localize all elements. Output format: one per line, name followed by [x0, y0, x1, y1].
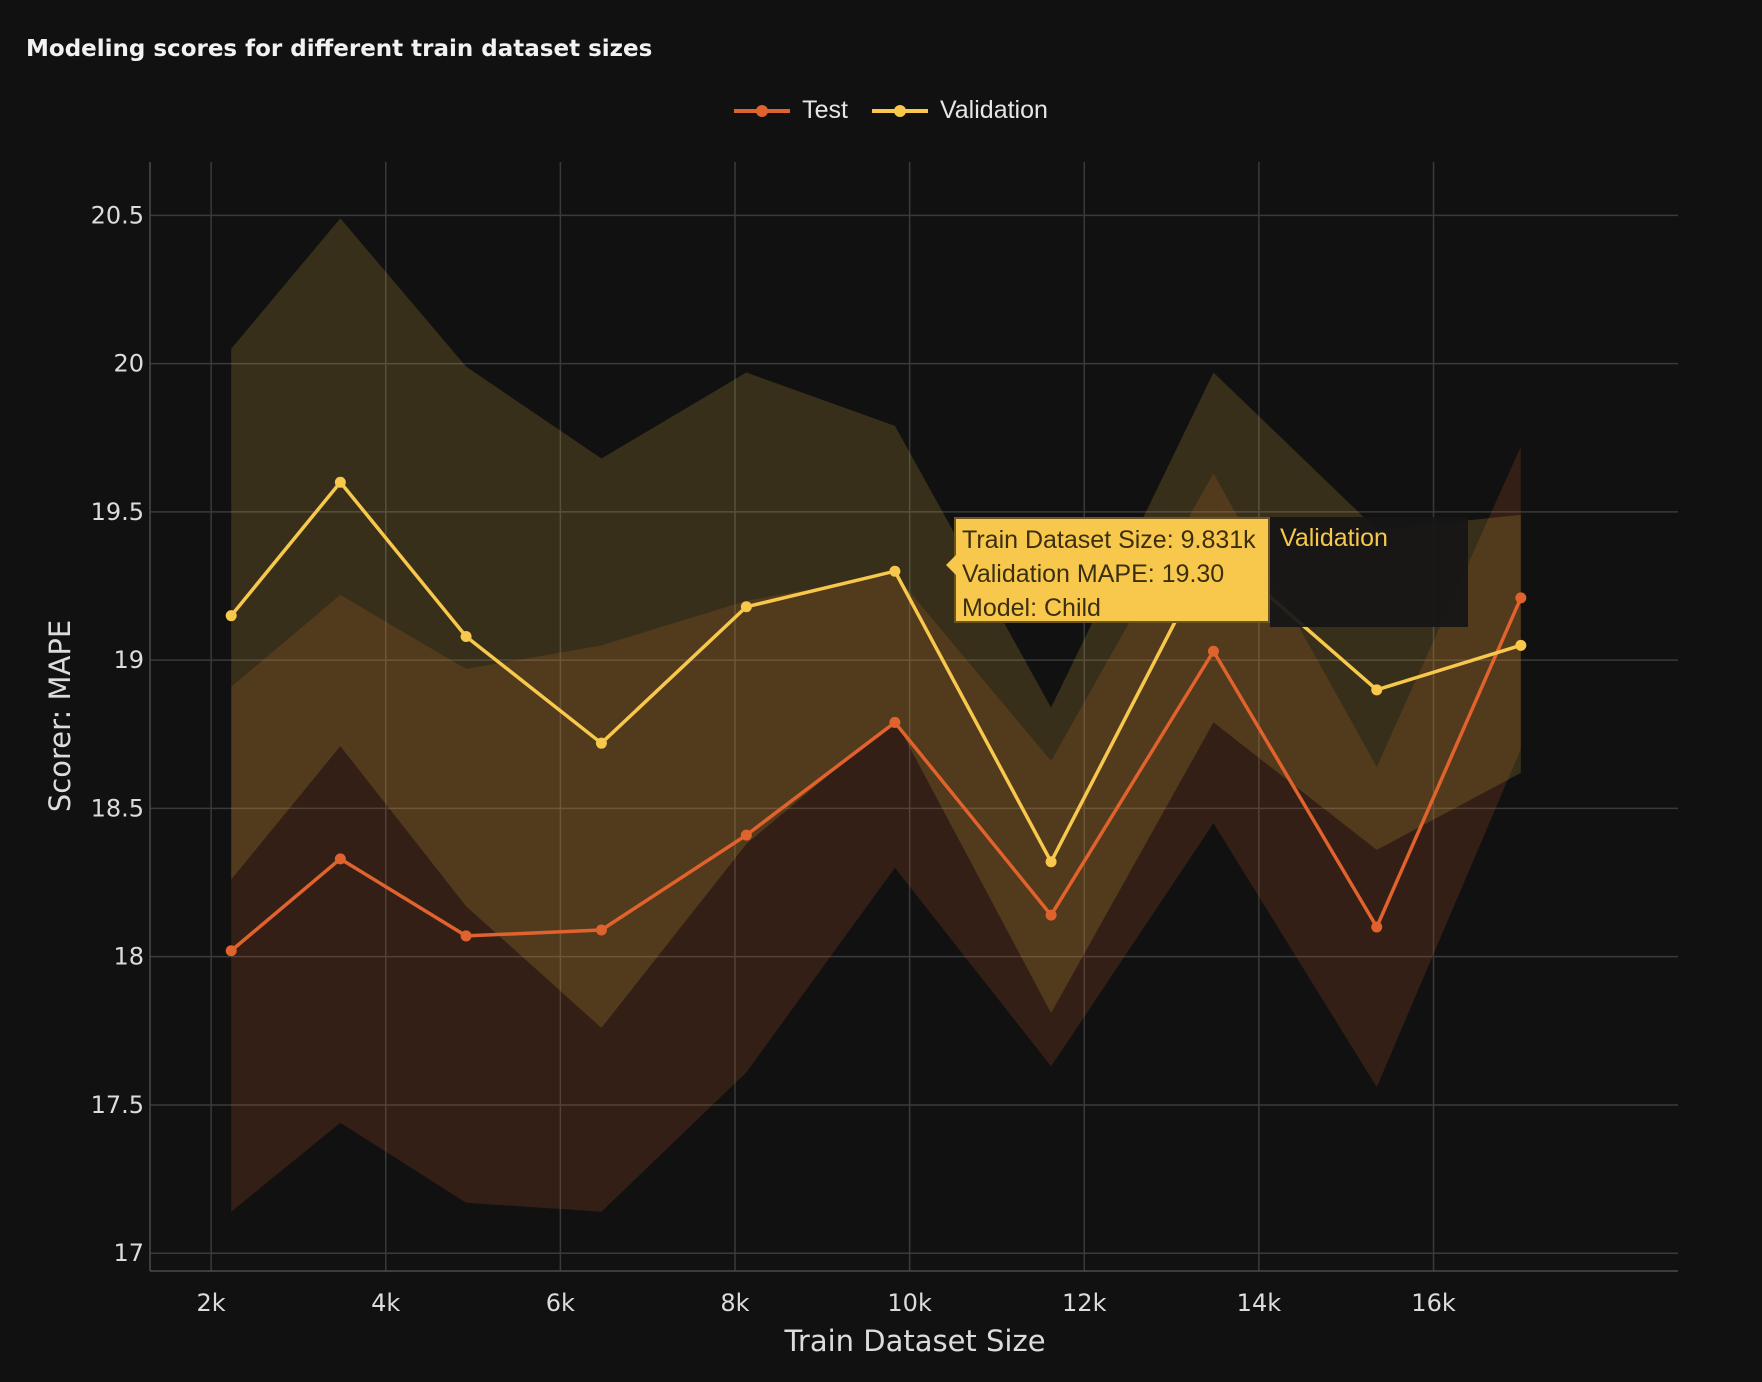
tooltip-box: Train Dataset Size: 9.831k Validation MA…	[946, 517, 1270, 623]
hover-tooltip: Train Dataset Size: 9.831k Validation MA…	[946, 517, 1468, 627]
x-tick-label: 4k	[371, 1289, 400, 1317]
axes: 2k 4k 6k 8k 10k 12k 14k 16k 17 17.5 18 18.5 19 19.5 20…	[91, 162, 1678, 1317]
point-validation[interactable]	[740, 601, 752, 613]
point-validation[interactable]	[1045, 856, 1057, 868]
point-validation[interactable]	[889, 565, 901, 577]
y-axis-title: Scorer: MAPE	[43, 620, 77, 812]
y-tick-label: 19	[113, 646, 144, 674]
point-validation[interactable]	[225, 610, 237, 622]
band-validation	[231, 218, 1521, 1028]
legend-swatch-test	[734, 104, 791, 117]
tooltip-line-mape: Validation MAPE: 19.30	[962, 560, 1225, 588]
point-test[interactable]	[595, 924, 607, 936]
y-tick-label: 17	[113, 1239, 144, 1267]
legend-label-validation: Validation	[939, 96, 1048, 124]
point-validation[interactable]	[595, 737, 607, 749]
point-validation[interactable]	[1515, 639, 1527, 651]
x-tick-label: 16k	[1411, 1289, 1456, 1317]
line-test	[230, 597, 1523, 953]
point-test[interactable]	[740, 829, 752, 841]
x-tick-label: 10k	[887, 1289, 932, 1317]
x-tick-label: 6k	[546, 1289, 575, 1317]
point-test[interactable]	[1207, 645, 1219, 657]
y-tick-label: 20	[113, 350, 144, 378]
y-tick-label: 17.5	[91, 1091, 144, 1119]
legend-item-validation[interactable]: Validation	[870, 96, 1048, 125]
x-axis-title: Train Dataset Size	[783, 1324, 1045, 1358]
point-validation[interactable]	[334, 476, 346, 488]
x-tick-label: 2k	[197, 1289, 226, 1317]
x-tick-label: 12k	[1062, 1289, 1107, 1317]
point-test[interactable]	[1515, 592, 1527, 604]
tooltip-trace-name: Validation	[1270, 517, 1468, 627]
series-points	[225, 476, 1527, 957]
point-test[interactable]	[460, 930, 472, 942]
legend: Test Validation	[0, 96, 1762, 125]
legend-label-test: Test	[802, 96, 848, 124]
point-test[interactable]	[1045, 909, 1057, 921]
point-validation[interactable]	[460, 630, 472, 642]
point-test[interactable]	[889, 716, 901, 728]
x-tick-label: 14k	[1237, 1289, 1282, 1317]
tooltip-line-size: Train Dataset Size: 9.831k	[962, 526, 1256, 554]
point-test[interactable]	[225, 945, 237, 957]
point-test[interactable]	[334, 853, 346, 865]
grid	[150, 162, 1678, 1271]
legend-item-test[interactable]: Test	[732, 96, 848, 125]
y-tick-label: 18.5	[91, 794, 144, 822]
legend-swatch-validation	[871, 104, 928, 117]
confidence-bands	[231, 218, 1521, 1212]
tooltip-arrow	[946, 555, 956, 575]
tooltip-line-model: Model: Child	[962, 594, 1101, 622]
band-test	[231, 446, 1521, 1212]
y-tick-label: 19.5	[91, 498, 144, 526]
point-validation[interactable]	[1371, 684, 1383, 696]
y-tick-label: 18	[113, 943, 144, 971]
chart-title: Modeling scores for different train data…	[26, 36, 653, 62]
x-tick-label: 8k	[720, 1289, 749, 1317]
y-tick-label: 20.5	[91, 201, 144, 229]
point-test[interactable]	[1371, 921, 1383, 933]
